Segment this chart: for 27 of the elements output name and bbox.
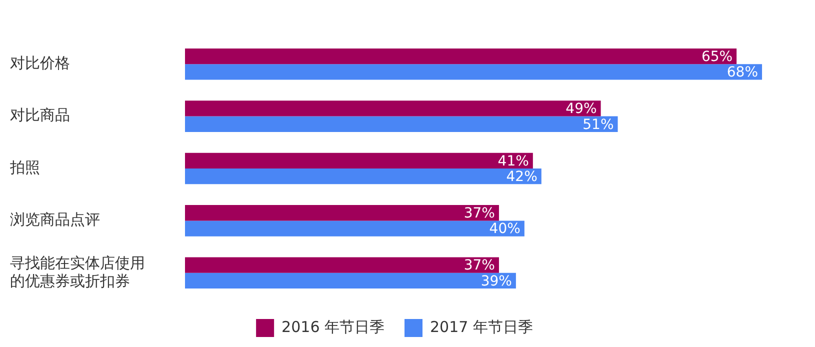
data-label: 65% xyxy=(701,48,733,65)
bar xyxy=(185,48,737,64)
bar xyxy=(185,152,533,168)
bar xyxy=(185,272,516,289)
legend-label: 2016 年节日季 xyxy=(282,318,385,336)
y-tick-label: 寻找能在实体店使用的优惠券或折扣券 xyxy=(10,254,145,290)
legend-label: 2017 年节日季 xyxy=(430,318,533,336)
data-label: 39% xyxy=(480,273,512,290)
y-tick-label: 对比商品 xyxy=(10,106,70,124)
data-label: 41% xyxy=(498,153,529,170)
data-label: 49% xyxy=(566,101,597,118)
data-label: 68% xyxy=(726,64,758,81)
bar xyxy=(185,220,524,236)
bar xyxy=(185,168,542,184)
bar xyxy=(185,116,618,132)
data-label: 37% xyxy=(464,206,495,222)
bar xyxy=(185,100,601,116)
y-tick-label: 浏览商品点评 xyxy=(10,210,100,229)
y-tick-label: 拍照 xyxy=(9,158,40,176)
bar xyxy=(185,64,762,80)
bar xyxy=(185,205,499,221)
data-label: 40% xyxy=(489,221,520,238)
data-label: 37% xyxy=(464,258,495,274)
y-tick-label: 对比价格 xyxy=(10,54,70,72)
bar xyxy=(185,257,499,273)
data-label: 42% xyxy=(506,168,538,185)
data-label: 51% xyxy=(582,116,614,133)
